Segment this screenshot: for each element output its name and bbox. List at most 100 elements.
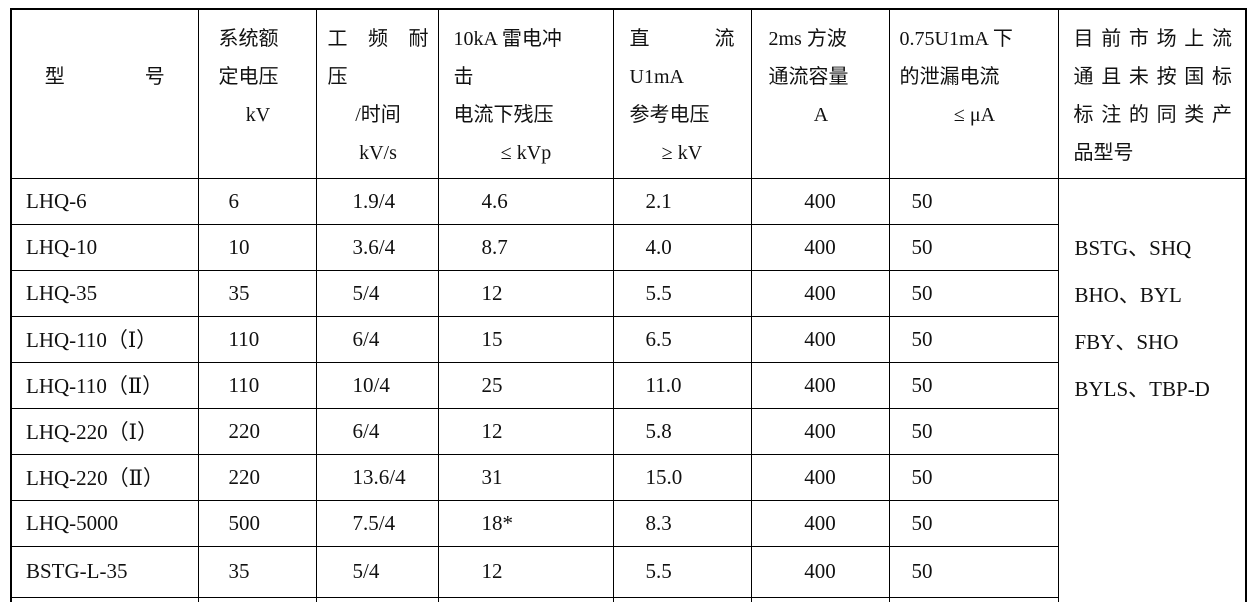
cell-leakage-current: 50: [888, 453, 1059, 501]
header-residual-voltage: 10kA 雷电冲 击 电流下残压 ≤ kVp: [437, 8, 614, 179]
market-model-line: BHO、BYL: [1074, 282, 1182, 307]
cell-current-capacity: 400: [750, 223, 890, 271]
cell-residual-voltage: 15: [437, 315, 614, 363]
header-dc-reference-voltage: 直流 U1mA 参考电压 ≥ kV: [612, 8, 752, 179]
cropped-row-cell: [612, 596, 752, 602]
cell-current-capacity: 400: [750, 499, 890, 547]
cell-leakage-current: 50: [888, 315, 1059, 363]
cell-market-models: BSTG、SHQ BHO、BYL FBY、SHO BYLS、TBP-D: [1057, 177, 1247, 602]
cell-withstand: 5/4: [315, 269, 439, 317]
header-row: 型 号 系统额 定电压 kV 工频耐 压 /时间 kV/s 10kA 雷电冲 击…: [10, 8, 1247, 179]
header-line: 型 号: [44, 66, 165, 88]
cropped-row-cell: [888, 596, 1059, 602]
cell-model: LHQ-220（Ⅱ）: [10, 453, 199, 501]
header-line: 2ms 方波: [768, 28, 847, 50]
header-rated-voltage: 系统额 定电压 kV: [197, 8, 317, 179]
cell-dc-reference: 11.0: [612, 361, 752, 409]
cell-residual-voltage: 31: [437, 453, 614, 501]
cell-current-capacity: 400: [750, 545, 890, 598]
header-line: 直流: [629, 28, 735, 50]
cell-residual-voltage: 12: [437, 545, 614, 598]
header-line: 通流容量: [768, 66, 849, 88]
cell-withstand: 3.6/4: [315, 223, 439, 271]
cropped-row-cell: [10, 596, 199, 602]
cell-rated-voltage: 220: [197, 453, 317, 501]
cell-leakage-current: 50: [888, 361, 1059, 409]
header-line: ≤ μA: [953, 104, 996, 126]
cropped-row-cell: [315, 596, 439, 602]
cell-dc-reference: 2.1: [612, 177, 752, 225]
cell-dc-reference: 5.8: [612, 407, 752, 455]
header-line: 系统额: [218, 28, 279, 50]
cell-rated-voltage: 6: [197, 177, 317, 225]
cell-current-capacity: 400: [750, 453, 890, 501]
cell-rated-voltage: 500: [197, 499, 317, 547]
cell-dc-reference: 8.3: [612, 499, 752, 547]
header-line: 电流下残压: [453, 104, 554, 126]
cell-residual-voltage: 25: [437, 361, 614, 409]
cell-current-capacity: 400: [750, 407, 890, 455]
cropped-row-cell: [437, 596, 614, 602]
header-power-frequency-withstand: 工频耐 压 /时间 kV/s: [315, 8, 439, 179]
cell-residual-voltage: 18*: [437, 499, 614, 547]
table-row: BSTG-L-35 35 5/4 12 5.5 400 50: [10, 545, 1246, 598]
table-row: LHQ-10 10 3.6/4 8.7 4.0 400 50: [10, 223, 1246, 271]
header-line: 工频耐: [327, 28, 429, 50]
table-row: LHQ-110（Ⅱ） 110 10/4 25 11.0 400 50: [10, 361, 1246, 409]
cell-withstand: 10/4: [315, 361, 439, 409]
cell-dc-reference: 15.0: [612, 453, 752, 501]
cell-dc-reference: 5.5: [612, 545, 752, 598]
market-model-line: BYLS、TBP-D: [1074, 376, 1210, 401]
header-market-models: 目前市场上流 通且未按国标 标注的同类产 品型号: [1057, 8, 1247, 179]
cell-leakage-current: 50: [888, 177, 1059, 225]
cell-model: LHQ-110（Ⅱ）: [10, 361, 199, 409]
table-row: LHQ-220（Ⅱ） 220 13.6/4 31 15.0 400 50: [10, 453, 1246, 501]
cell-current-capacity: 400: [750, 269, 890, 317]
header-line: kV/s: [359, 142, 397, 164]
cell-dc-reference: 4.0: [612, 223, 752, 271]
header-line: ≥ kV: [661, 142, 703, 164]
cell-residual-voltage: 4.6: [437, 177, 614, 225]
header-line: ≤ kVp: [500, 142, 552, 164]
cell-model: LHQ-110（Ⅰ）: [10, 315, 199, 363]
cell-withstand: 7.5/4: [315, 499, 439, 547]
table-row: LHQ-6 6 1.9/4 4.6 2.1 400 50 BSTG、SHQ BH…: [10, 177, 1247, 602]
cell-withstand: 6/4: [315, 315, 439, 363]
cell-current-capacity: 400: [750, 315, 890, 363]
cropped-row: [10, 596, 1246, 602]
header-line: A: [813, 104, 829, 126]
cell-rated-voltage: 220: [197, 407, 317, 455]
cell-model: LHQ-6: [10, 177, 199, 225]
cell-current-capacity: 400: [750, 177, 890, 225]
header-line: 通且未按国标: [1073, 66, 1233, 88]
cell-residual-voltage: 12: [437, 407, 614, 455]
header-line: kV: [245, 104, 271, 126]
cell-dc-reference: 6.5: [612, 315, 752, 363]
cell-model: LHQ-220（Ⅰ）: [10, 407, 199, 455]
cell-rated-voltage: 35: [197, 269, 317, 317]
cell-model: LHQ-10: [10, 223, 199, 271]
cell-withstand: 13.6/4: [315, 453, 439, 501]
table-row: LHQ-110（Ⅰ） 110 6/4 15 6.5 400 50: [10, 315, 1246, 363]
cell-residual-voltage: 12: [437, 269, 614, 317]
cell-leakage-current: 50: [888, 499, 1059, 547]
header-line: 参考电压: [629, 104, 710, 126]
cell-dc-reference: 5.5: [612, 269, 752, 317]
cell-leakage-current: 50: [888, 223, 1059, 271]
cell-leakage-current: 50: [888, 407, 1059, 455]
header-line: 目前市场上流: [1073, 28, 1233, 50]
cell-model: LHQ-35: [10, 269, 199, 317]
cropped-row-cell: [750, 596, 890, 602]
cell-rated-voltage: 110: [197, 361, 317, 409]
spec-table: 型 号 系统额 定电压 kV 工频耐 压 /时间 kV/s 10kA 雷电冲 击…: [10, 8, 1247, 602]
header-current-capacity: 2ms 方波 通流容量 A: [750, 8, 890, 179]
header-line: 击: [453, 66, 474, 88]
cell-model: BSTG-L-35: [10, 545, 199, 598]
cell-withstand: 1.9/4: [315, 177, 439, 225]
cell-residual-voltage: 8.7: [437, 223, 614, 271]
market-model-line: FBY、SHO: [1074, 329, 1179, 354]
cell-current-capacity: 400: [750, 361, 890, 409]
cell-leakage-current: 50: [888, 269, 1059, 317]
header-line: 压: [327, 66, 348, 88]
